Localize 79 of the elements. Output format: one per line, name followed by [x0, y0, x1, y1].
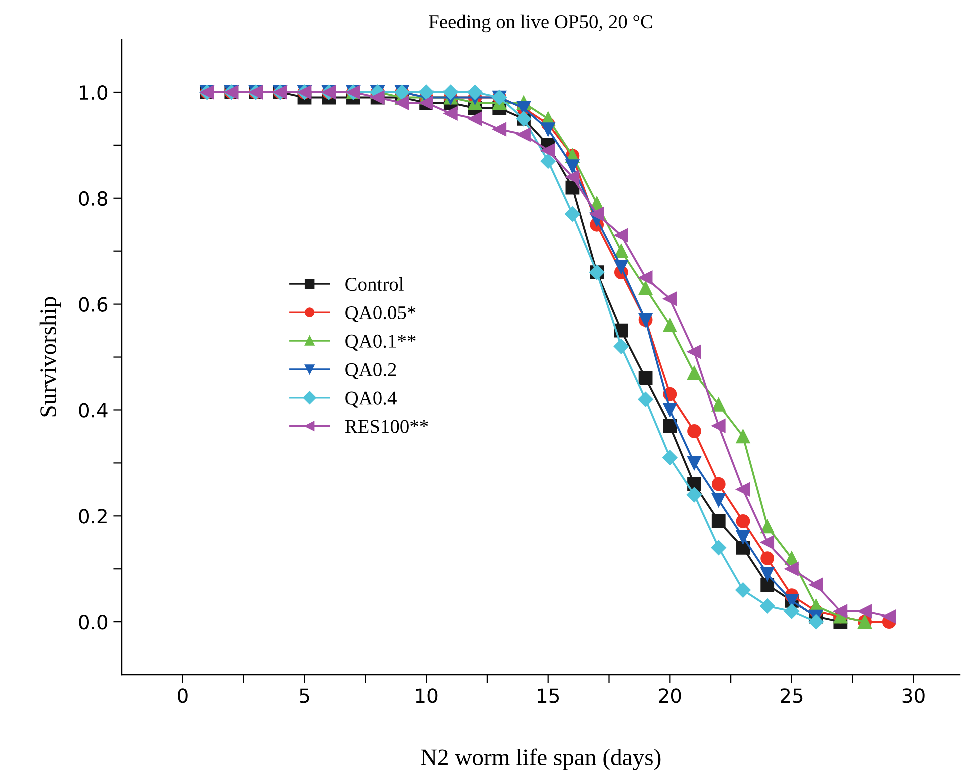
- point: [736, 530, 750, 544]
- y-tick-label: 0.4: [79, 403, 108, 418]
- point: [541, 144, 556, 158]
- point: [638, 372, 653, 386]
- point: [688, 345, 702, 359]
- legend-label: QA0.05*: [346, 306, 416, 322]
- point: [614, 228, 628, 242]
- point: [663, 419, 678, 434]
- point: [688, 456, 702, 470]
- y-axis-title: Survivorship: [40, 297, 62, 417]
- legend-label: RES100**: [345, 420, 428, 434]
- point: [809, 578, 824, 592]
- point: [443, 84, 458, 100]
- point: [712, 514, 726, 528]
- point: [614, 260, 628, 274]
- point: [712, 398, 726, 412]
- y-tick-label: 0.8: [79, 191, 108, 206]
- point: [760, 578, 775, 592]
- point: [663, 292, 678, 306]
- x-tick-label: 0: [178, 688, 188, 704]
- x-tick-label: 25: [781, 688, 803, 704]
- x-axis-title: N2 worm life span (days): [421, 748, 661, 770]
- point: [760, 520, 775, 534]
- point: [565, 206, 580, 222]
- x-tick-label: 10: [416, 688, 438, 704]
- y-tick-label: 0.0: [79, 615, 108, 630]
- point: [784, 604, 800, 620]
- x-tick-label: 15: [538, 688, 560, 704]
- point: [638, 270, 653, 285]
- point: [492, 122, 507, 136]
- point: [712, 493, 726, 508]
- point: [540, 154, 556, 169]
- legend-label: Control: [346, 277, 404, 292]
- point: [760, 598, 776, 614]
- x-tick-label: 5: [300, 688, 310, 704]
- chart-title: Feeding on live OP50, 20 °C: [429, 14, 652, 33]
- point: [566, 170, 580, 184]
- point: [541, 122, 556, 136]
- legend-label: QA0.2: [346, 363, 396, 380]
- point: [858, 604, 872, 618]
- point: [614, 339, 629, 354]
- x-tick-label: 30: [902, 688, 925, 704]
- point: [566, 160, 580, 174]
- point: [638, 392, 654, 408]
- point: [711, 540, 726, 556]
- point: [736, 582, 751, 598]
- point: [638, 281, 653, 296]
- y-tick-label: 0.6: [79, 297, 108, 312]
- point: [760, 536, 775, 550]
- legend-label: QA0.1**: [346, 334, 416, 351]
- point: [882, 610, 896, 624]
- point: [834, 604, 848, 618]
- point: [736, 482, 750, 497]
- point: [785, 562, 799, 576]
- point: [760, 567, 775, 582]
- point: [663, 403, 678, 418]
- point: [444, 106, 458, 121]
- legend-label: QA0.4: [346, 392, 397, 408]
- point: [808, 614, 824, 630]
- point: [712, 477, 726, 492]
- point: [662, 450, 678, 466]
- point: [468, 112, 482, 126]
- y-tick-label: 0.2: [79, 509, 107, 524]
- point: [688, 424, 702, 438]
- point: [663, 318, 678, 332]
- point: [468, 84, 483, 100]
- y-tick-label: 1.0: [80, 85, 108, 100]
- point: [614, 244, 628, 258]
- point: [517, 128, 531, 142]
- point: [712, 419, 726, 434]
- x-tick-label: 20: [659, 688, 682, 704]
- point: [590, 207, 604, 222]
- point: [736, 430, 750, 444]
- point: [688, 366, 702, 380]
- point: [418, 84, 434, 100]
- point: [395, 96, 410, 110]
- point: [760, 552, 775, 566]
- point: [686, 487, 702, 503]
- point: [736, 514, 750, 528]
